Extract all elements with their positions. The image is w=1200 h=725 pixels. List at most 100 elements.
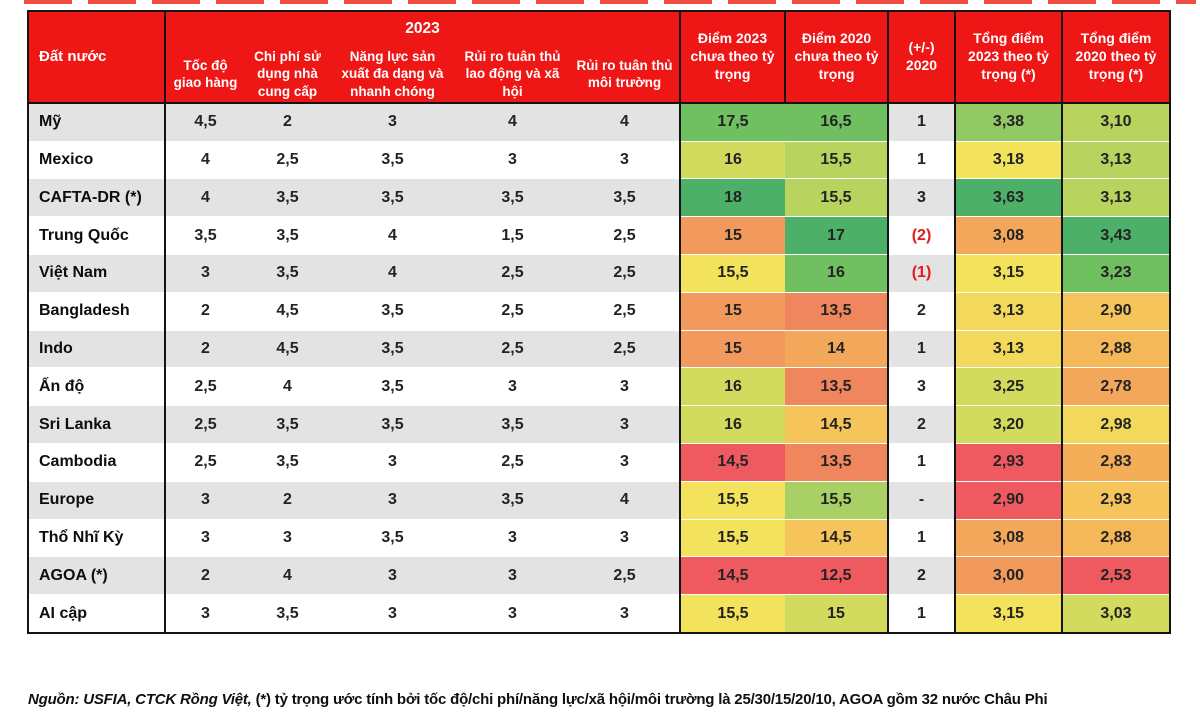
- criteria-score-cell: 3: [570, 141, 681, 180]
- table-row: AGOA (*) 2 4 3 3 2,5 14,5 12,5 2 3,00 2,53: [28, 556, 1170, 596]
- weighted-2020-cell: 2,88: [1062, 330, 1170, 369]
- score-2023-cell: 15: [680, 330, 785, 369]
- criteria-score-cell: 3,5: [330, 367, 455, 407]
- score-2023-cell: 18: [680, 178, 785, 218]
- delta-2020-cell: 1: [888, 102, 956, 142]
- score-2023-cell: 15: [680, 216, 785, 255]
- criteria-score-cell: 3,5: [165, 216, 245, 255]
- footnote-text: (*) tỷ trọng ước tính bởi tốc độ/chi phí…: [251, 691, 1048, 708]
- score-2023-cell: 16: [680, 405, 785, 444]
- weighted-2020-cell: 3,13: [1062, 141, 1170, 180]
- criteria-score-cell: 3: [165, 481, 245, 520]
- criteria-score-cell: 3,5: [245, 443, 330, 482]
- score-2023-cell: 15,5: [680, 481, 785, 520]
- country-name-cell: AGOA (*): [28, 556, 166, 596]
- score-2023-cell: 14,5: [680, 443, 785, 482]
- country-name-cell: Ấn độ: [28, 367, 166, 407]
- weighted-2023-cell: 3,25: [955, 367, 1063, 407]
- weighted-2023-cell: 3,20: [955, 405, 1063, 444]
- criteria-score-cell: 3,5: [245, 405, 330, 444]
- criteria-score-cell: 3: [330, 481, 455, 520]
- table-row: Trung Quốc 3,5 3,5 4 1,5 2,5 15 17 (2) 3,08 3,43: [28, 216, 1170, 255]
- table-row: Sri Lanka 2,5 3,5 3,5 3,5 3 16 14,5 2 3,20 2,98: [28, 405, 1170, 444]
- weighted-2023-cell: 3,15: [955, 594, 1063, 634]
- criteria-score-cell: 3: [455, 367, 570, 407]
- criteria-score-cell: 4: [570, 102, 681, 142]
- weighted-2020-cell: 3,43: [1062, 216, 1170, 255]
- criteria-score-cell: 3: [245, 519, 330, 558]
- delta-2020-cell: 1: [888, 330, 956, 369]
- criteria-score-cell: 2: [245, 102, 330, 142]
- score-2023-cell: 17,5: [680, 102, 785, 142]
- score-2020-cell: 15,5: [785, 481, 889, 520]
- criteria-score-cell: 3: [570, 367, 681, 407]
- column-header-delivery-speed: Tốc độ giao hàng: [165, 46, 245, 103]
- criteria-score-cell: 3,5: [330, 519, 455, 558]
- table-row: Việt Nam 3 3,5 4 2,5 2,5 15,5 16 (1) 3,15 3,23: [28, 254, 1170, 293]
- criteria-score-cell: 4: [455, 102, 570, 142]
- table-row: Mỹ 4,5 2 3 4 4 17,5 16,5 1 3,38 3,10: [28, 102, 1170, 142]
- weighted-2020-cell: 2,78: [1062, 367, 1170, 407]
- criteria-score-cell: 2: [165, 330, 245, 369]
- score-2020-cell: 14,5: [785, 405, 889, 444]
- weighted-2023-cell: 3,13: [955, 292, 1063, 331]
- criteria-score-cell: 3: [330, 443, 455, 482]
- criteria-score-cell: 2,5: [455, 254, 570, 293]
- delta-2020-cell: 1: [888, 519, 956, 558]
- score-2023-cell: 15,5: [680, 254, 785, 293]
- criteria-score-cell: 4: [330, 254, 455, 293]
- score-2020-cell: 13,5: [785, 367, 889, 407]
- country-name-cell: Trung Quốc: [28, 216, 166, 255]
- criteria-score-cell: 4,5: [245, 292, 330, 331]
- criteria-score-cell: 3,5: [455, 178, 570, 218]
- delta-2020-cell: 1: [888, 594, 956, 634]
- criteria-score-cell: 2,5: [570, 330, 681, 369]
- score-2020-cell: 13,5: [785, 443, 889, 482]
- weighted-2023-cell: 3,13: [955, 330, 1063, 369]
- score-2020-cell: 16,5: [785, 102, 889, 142]
- column-group-2023: 2023: [165, 11, 680, 46]
- table-row: Thổ Nhĩ Kỳ 3 3 3,5 3 3 15,5 14,5 1 3,08 2,88: [28, 519, 1170, 558]
- weighted-2023-cell: 2,90: [955, 481, 1063, 520]
- criteria-score-cell: 4: [165, 141, 245, 180]
- weighted-2020-cell: 2,93: [1062, 481, 1170, 520]
- supplier-comparison-table: Đất nước 2023 Điểm 2023 chưa theo tỷ trọ…: [27, 10, 1171, 634]
- criteria-score-cell: 3: [330, 594, 455, 634]
- score-2023-cell: 15,5: [680, 519, 785, 558]
- criteria-score-cell: 3,5: [245, 254, 330, 293]
- delta-2020-cell: (2): [888, 216, 956, 255]
- source-text: Nguồn: USFIA, CTCK Rồng Việt,: [28, 691, 252, 708]
- top-red-dashes-artifact: [24, 0, 1196, 4]
- column-header-score-2023: Điểm 2023 chưa theo tỷ trọng: [679, 11, 786, 103]
- column-header-labor-social-risk: Rủi ro tuân thủ lao động và xã hội: [455, 46, 570, 103]
- country-name-cell: Europe: [28, 481, 166, 520]
- score-2020-cell: 17: [785, 216, 889, 255]
- delta-2020-cell: -: [888, 481, 956, 520]
- table-row: AI cập 3 3,5 3 3 3 15,5 15 1 3,15 3,03: [28, 594, 1170, 634]
- criteria-score-cell: 3: [330, 556, 455, 596]
- criteria-score-cell: 2,5: [455, 292, 570, 331]
- criteria-score-cell: 3: [165, 519, 245, 558]
- criteria-score-cell: 2,5: [455, 330, 570, 369]
- criteria-score-cell: 3: [455, 519, 570, 558]
- delta-2020-cell: 2: [888, 292, 956, 331]
- table-header: Đất nước 2023 Điểm 2023 chưa theo tỷ trọ…: [28, 11, 1170, 103]
- score-2020-cell: 16: [785, 254, 889, 293]
- country-name-cell: Mexico: [28, 141, 166, 180]
- criteria-score-cell: 3: [165, 594, 245, 634]
- table-row: Mexico 4 2,5 3,5 3 3 16 15,5 1 3,18 3,13: [28, 141, 1170, 180]
- criteria-score-cell: 3: [455, 556, 570, 596]
- delta-2020-cell: 1: [888, 141, 956, 180]
- criteria-score-cell: 2,5: [570, 292, 681, 331]
- score-2020-cell: 14: [785, 330, 889, 369]
- column-header-environment-risk: Rủi ro tuân thủ môi trường: [570, 46, 680, 103]
- table-row: Bangladesh 2 4,5 3,5 2,5 2,5 15 13,5 2 3,13 2,90: [28, 292, 1170, 331]
- delta-2020-cell: 3: [888, 367, 956, 407]
- criteria-score-cell: 4: [570, 481, 681, 520]
- country-name-cell: Indo: [28, 330, 166, 369]
- criteria-score-cell: 3,5: [245, 594, 330, 634]
- delta-2020-cell: 3: [888, 178, 956, 218]
- weighted-2023-cell: 3,63: [955, 178, 1063, 218]
- weighted-2023-cell: 3,15: [955, 254, 1063, 293]
- weighted-2020-cell: 2,53: [1062, 556, 1170, 596]
